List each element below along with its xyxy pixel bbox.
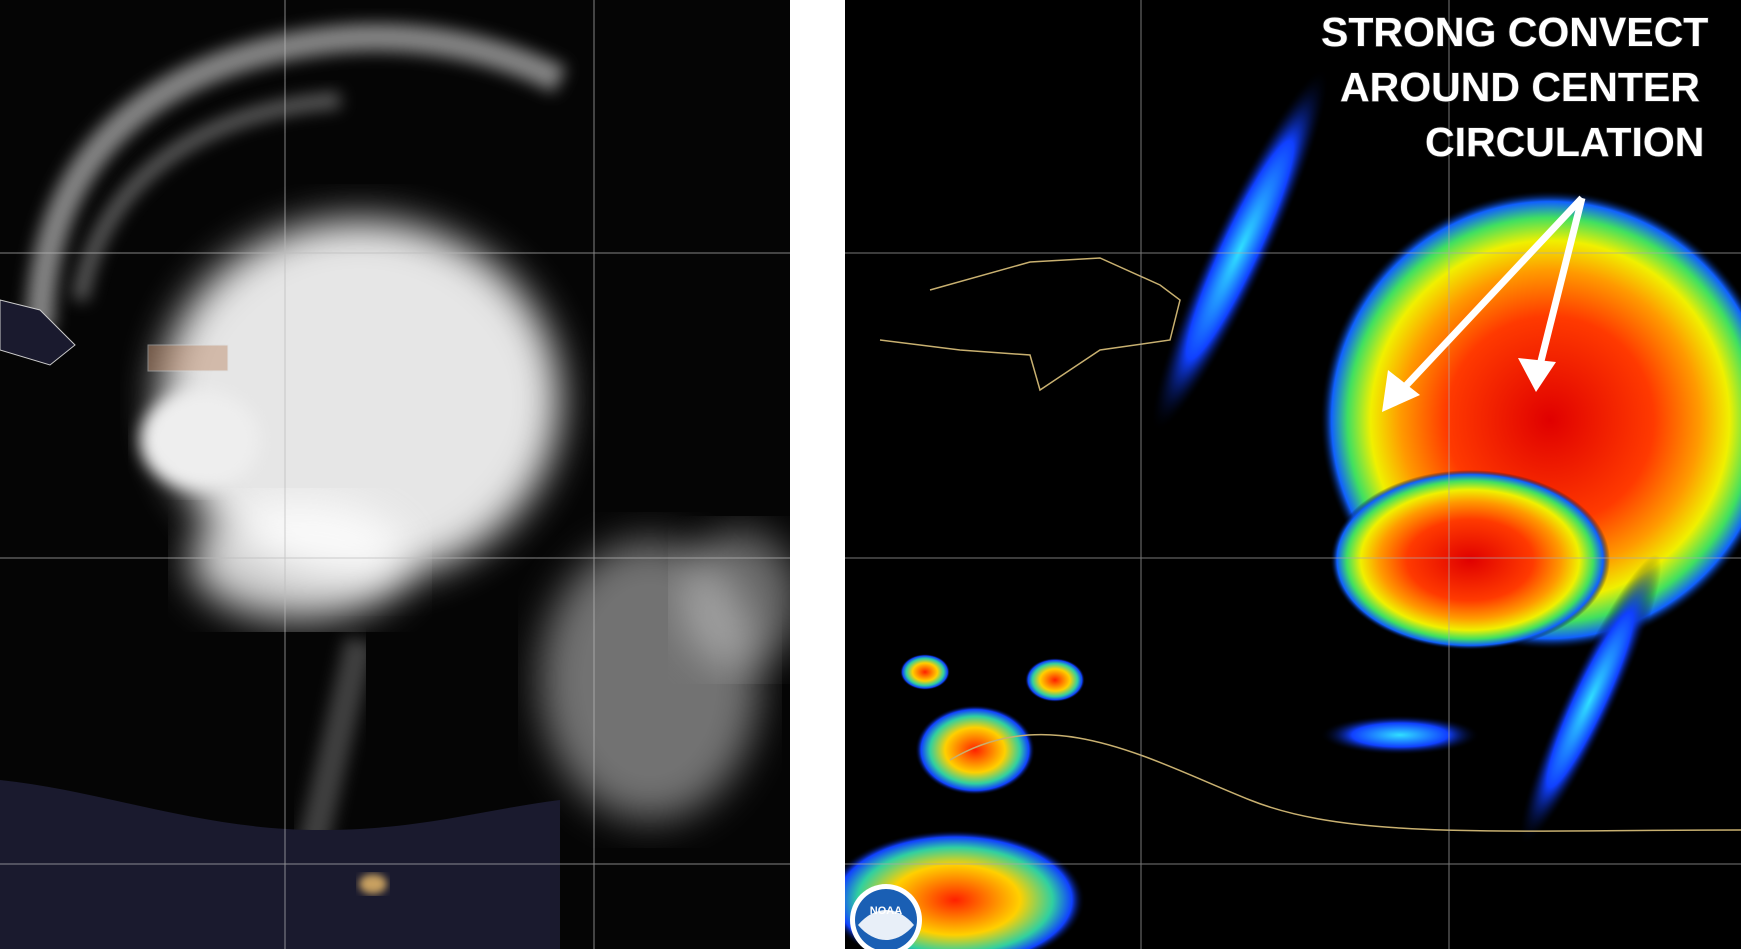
logo-text: NOAA: [870, 905, 902, 917]
annotation-line: STRONG CONVECT: [1321, 9, 1708, 55]
annotation-arrows: [1382, 195, 1586, 412]
annotation-line: AROUND CENTER: [1340, 64, 1700, 110]
noaa-logo: NOAA: [850, 884, 922, 949]
visible-panel: [0, 0, 790, 949]
infrared-panel: STRONG CONVECT AROUND CENTER CIRCULATION…: [845, 0, 1741, 949]
annotation-line: CIRCULATION: [1425, 119, 1704, 165]
